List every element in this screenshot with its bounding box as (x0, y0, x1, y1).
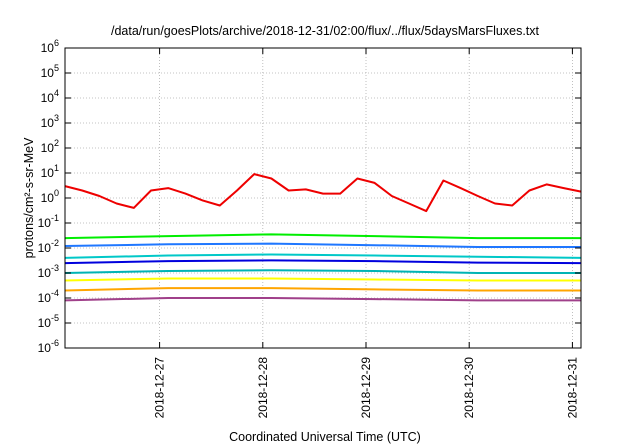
y-tick-label: 10-2 (38, 238, 59, 255)
y-tick-label: 105 (41, 63, 59, 80)
y-tick-label: 10-3 (38, 263, 59, 280)
y-tick-label: 10-1 (38, 213, 59, 230)
chart-title: /data/run/goesPlots/archive/2018-12-31/0… (111, 24, 540, 38)
x-axis-label: Coordinated Universal Time (UTC) (229, 430, 421, 444)
y-axis-label: protons/cm²-s-sr-MeV (22, 137, 36, 259)
grid-lines (65, 48, 581, 348)
x-tick-label: 2018-12-29 (359, 357, 373, 419)
y-tick-label: 100 (41, 188, 59, 205)
x-tick-label: 2018-12-31 (565, 357, 579, 419)
series-line-6 (64, 269, 581, 274)
y-tick-label: 10-6 (38, 338, 59, 355)
series-line-5 (64, 259, 582, 265)
y-tick-label: 10-4 (38, 288, 59, 305)
series-line-8 (64, 287, 581, 292)
x-tick-label: 2018-12-30 (462, 357, 476, 419)
series-line-7 (64, 277, 581, 282)
y-tick-label: 10-5 (38, 313, 59, 330)
x-tick-label: 2018-12-27 (153, 357, 167, 419)
y-tick-label: 103 (41, 113, 59, 130)
series-line-1 (64, 173, 582, 213)
series-line-2 (64, 233, 581, 240)
y-tick-label: 106 (41, 38, 59, 55)
y-tick-label: 102 (41, 138, 59, 155)
series-line-3 (64, 242, 581, 248)
series-line-4 (64, 253, 582, 259)
x-tick-label: 2018-12-28 (256, 357, 270, 419)
x-axis-ticks: 2018-12-27 2018-12-28 2018-12-29 2018-12-30… (153, 48, 579, 419)
y-tick-label: 101 (41, 163, 59, 180)
y-tick-label: 104 (41, 88, 59, 105)
y-axis-ticks: 10-6 10-5 10-4 10-3 10-2 10-1 100 101 102 103 104 1… (38, 38, 581, 355)
plot-series (64, 173, 582, 302)
series-line-9 (64, 297, 581, 302)
